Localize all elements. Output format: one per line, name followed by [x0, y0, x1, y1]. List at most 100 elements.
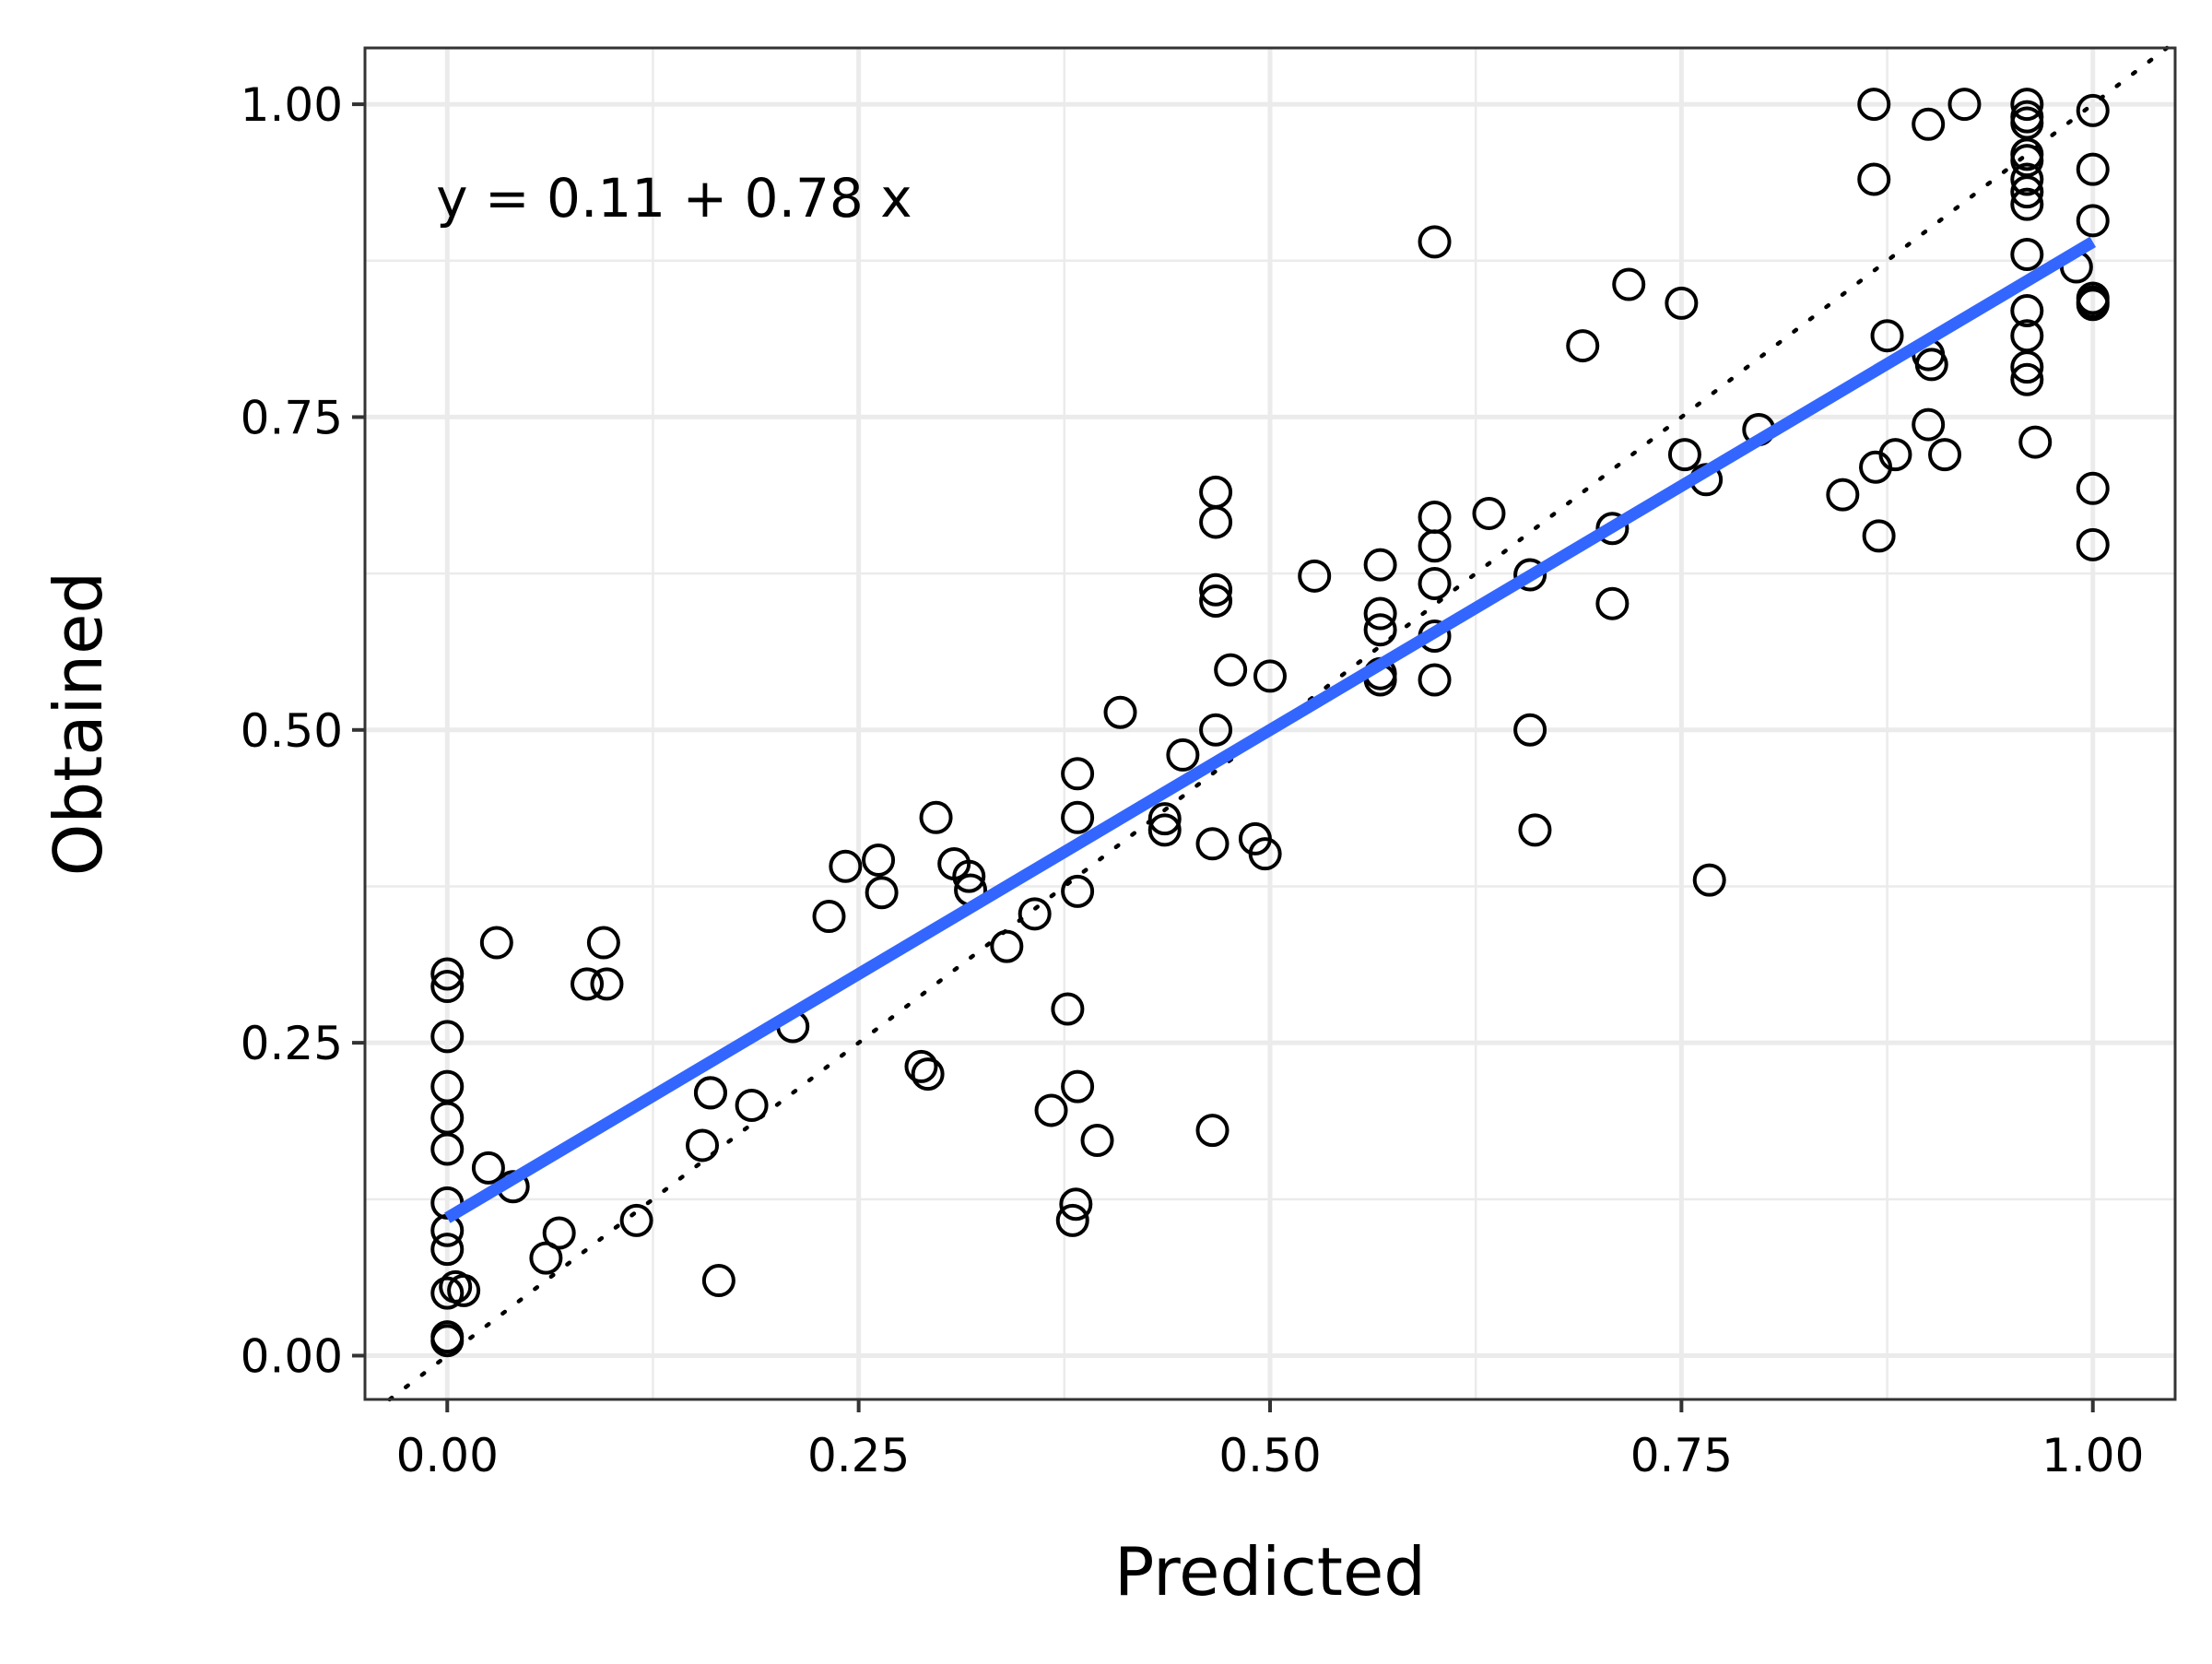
data-point [571, 967, 605, 1001]
y-tick-label: 0.75 [241, 391, 343, 444]
data-point [430, 957, 465, 991]
data-point [1061, 874, 1095, 908]
data-point [2018, 425, 2053, 459]
data-point [1418, 529, 1452, 563]
x-tick-label: 0.25 [807, 1429, 910, 1482]
data-point [1418, 566, 1452, 600]
data-point [2076, 204, 2110, 238]
data-point [1912, 407, 1946, 442]
data-point [1059, 1187, 1093, 1221]
y-tick-label: 0.00 [241, 1329, 343, 1383]
data-point [990, 929, 1024, 963]
data-point [919, 800, 953, 834]
regression-fit-line [443, 236, 2097, 1223]
data-point [479, 926, 513, 960]
data-point [586, 926, 620, 960]
data-point [1166, 738, 1200, 772]
data-point [1928, 438, 1962, 472]
data-point [1914, 348, 1948, 382]
data-point [1080, 1124, 1114, 1158]
data-point [430, 1069, 465, 1103]
data-point [1857, 88, 1891, 122]
y-tick-label: 0.25 [241, 1017, 343, 1070]
data-point [542, 1216, 576, 1250]
data-point [1857, 162, 1891, 196]
data-point [1195, 827, 1230, 861]
data-point [430, 1276, 465, 1310]
data-point [1199, 584, 1233, 618]
x-axis-title: Predicted [1114, 1533, 1426, 1611]
data-point [812, 900, 846, 934]
data-point [2010, 237, 2044, 271]
y-tick-label: 1.00 [241, 78, 343, 132]
data-point [1363, 596, 1397, 631]
data-point [2010, 88, 2044, 122]
data-point [447, 1273, 481, 1307]
data-point [430, 1233, 465, 1267]
x-tick-label: 0.75 [1630, 1429, 1733, 1482]
data-point [2010, 362, 2044, 396]
data-point [471, 1151, 505, 1185]
data-point [735, 1089, 769, 1123]
data-point [1870, 319, 1904, 353]
data-points [430, 88, 2110, 1358]
data-point [2010, 162, 2044, 196]
data-point [2076, 471, 2110, 505]
y-tick-label: 0.50 [241, 704, 343, 758]
data-point [2010, 175, 2044, 209]
data-point [865, 876, 899, 910]
data-point [1518, 813, 1552, 847]
data-point [1018, 897, 1052, 931]
data-point [1595, 586, 1630, 620]
x-tick-label: 1.00 [2041, 1429, 2144, 1482]
data-point [1061, 757, 1095, 791]
data-point [1147, 813, 1182, 847]
data-point [590, 967, 624, 1001]
data-point [430, 1020, 465, 1054]
data-point [1103, 695, 1137, 729]
data-point [2010, 294, 2044, 328]
y-axis-title: Obtained [40, 572, 117, 876]
data-point [2010, 187, 2044, 221]
data-point [1363, 613, 1397, 647]
data-point [2076, 527, 2110, 561]
data-point [862, 843, 896, 877]
data-point [430, 1324, 465, 1358]
data-point [2076, 288, 2110, 322]
regression-equation: y = 0.11 + 0.78 x [436, 167, 912, 230]
data-point [1061, 1069, 1095, 1103]
data-point [1051, 992, 1085, 1026]
data-point [1826, 478, 1860, 512]
data-point [1061, 800, 1095, 834]
data-point [1055, 1203, 1089, 1237]
data-point [2076, 93, 2110, 127]
data-point [1513, 713, 1547, 747]
data-point [1862, 519, 1896, 553]
data-point [1298, 559, 1332, 593]
data-point [952, 859, 986, 893]
data-point [1199, 572, 1233, 607]
data-point [1566, 329, 1600, 363]
data-point [686, 1128, 720, 1162]
data-point [904, 1049, 938, 1083]
data-point [1595, 512, 1630, 546]
regression-line-group [443, 236, 2097, 1223]
data-point [1248, 837, 1282, 871]
data-point [1947, 88, 1982, 122]
data-point [1195, 1114, 1230, 1148]
data-point [1418, 225, 1452, 259]
data-point [911, 1057, 945, 1092]
data-point [1363, 548, 1397, 582]
data-point [1912, 107, 1946, 141]
data-point [829, 849, 863, 883]
data-point [1667, 438, 1701, 472]
data-point [1253, 659, 1287, 693]
x-tick-label: 0.00 [396, 1429, 499, 1482]
data-point [1665, 286, 1699, 320]
data-point [1199, 713, 1233, 747]
data-point [619, 1203, 653, 1237]
data-point [1214, 653, 1248, 687]
data-point [1472, 496, 1506, 530]
data-point [1878, 438, 1912, 472]
